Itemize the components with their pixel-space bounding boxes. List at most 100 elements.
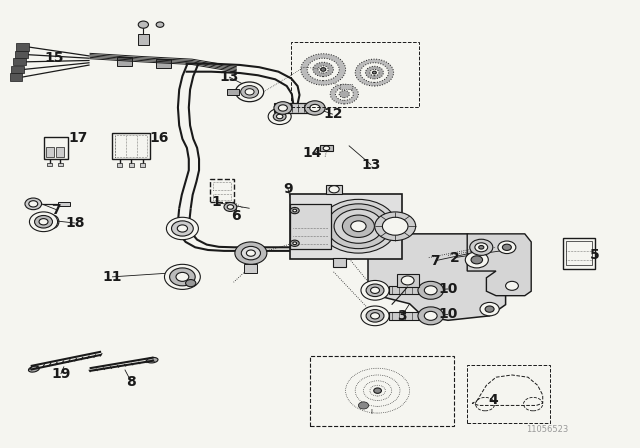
Bar — [210, 179, 234, 202]
Circle shape — [361, 306, 389, 326]
Circle shape — [268, 108, 291, 125]
Circle shape — [156, 22, 164, 27]
Bar — [563, 238, 595, 269]
Bar — [213, 182, 231, 190]
Bar — [290, 204, 332, 249]
Circle shape — [371, 287, 380, 293]
Text: 11: 11 — [102, 270, 122, 284]
Circle shape — [301, 54, 346, 85]
Bar — [244, 264, 257, 273]
Circle shape — [291, 240, 300, 246]
Polygon shape — [368, 234, 506, 320]
Circle shape — [291, 207, 300, 214]
Circle shape — [374, 388, 381, 393]
Text: 6: 6 — [230, 209, 241, 223]
Circle shape — [273, 112, 286, 121]
Circle shape — [329, 185, 339, 193]
Circle shape — [366, 310, 384, 322]
Circle shape — [370, 69, 379, 76]
Bar — [282, 103, 315, 113]
Bar — [11, 66, 24, 73]
Circle shape — [274, 102, 292, 114]
Circle shape — [383, 217, 408, 235]
Ellipse shape — [28, 366, 40, 372]
Circle shape — [293, 209, 297, 212]
Bar — [389, 286, 428, 294]
Circle shape — [241, 246, 260, 260]
Circle shape — [166, 217, 198, 240]
Circle shape — [138, 21, 148, 28]
Circle shape — [355, 59, 394, 86]
Circle shape — [307, 58, 339, 81]
Circle shape — [479, 246, 484, 249]
Text: 18: 18 — [66, 216, 85, 230]
Text: 8: 8 — [126, 375, 136, 389]
Circle shape — [29, 201, 38, 207]
Circle shape — [29, 212, 58, 232]
Circle shape — [227, 205, 234, 209]
Bar — [56, 147, 64, 157]
Text: 14: 14 — [303, 146, 322, 160]
Circle shape — [39, 219, 48, 225]
Bar — [16, 43, 29, 51]
Bar — [129, 163, 134, 167]
Circle shape — [172, 221, 193, 236]
Circle shape — [371, 313, 380, 319]
Circle shape — [360, 63, 388, 82]
Bar — [227, 89, 239, 95]
Circle shape — [358, 402, 369, 409]
Text: 17: 17 — [68, 131, 88, 145]
Circle shape — [320, 199, 397, 253]
Bar — [291, 42, 419, 107]
Text: 9: 9 — [283, 182, 293, 196]
Circle shape — [241, 86, 259, 98]
Circle shape — [365, 66, 383, 79]
Circle shape — [375, 212, 416, 241]
Bar — [566, 241, 592, 265]
Bar — [274, 103, 285, 112]
Circle shape — [236, 82, 264, 102]
Bar — [112, 133, 150, 159]
Circle shape — [372, 71, 376, 74]
Bar — [340, 84, 352, 89]
Circle shape — [176, 272, 189, 281]
Circle shape — [313, 62, 333, 77]
Polygon shape — [467, 234, 531, 296]
Circle shape — [224, 202, 237, 211]
Circle shape — [502, 244, 511, 250]
Text: 10: 10 — [438, 307, 458, 322]
Text: I: I — [370, 409, 372, 414]
Circle shape — [35, 215, 52, 228]
Text: 13: 13 — [220, 70, 239, 84]
Circle shape — [498, 241, 516, 254]
Text: 7: 7 — [51, 202, 61, 217]
Circle shape — [334, 209, 383, 243]
Circle shape — [323, 146, 330, 151]
Bar — [326, 185, 342, 194]
Circle shape — [480, 302, 499, 316]
Text: 13: 13 — [362, 158, 381, 172]
Circle shape — [418, 307, 444, 325]
Circle shape — [465, 252, 488, 268]
Circle shape — [506, 281, 518, 290]
Circle shape — [475, 243, 488, 252]
Ellipse shape — [147, 358, 158, 363]
Text: 10: 10 — [438, 282, 458, 296]
Circle shape — [235, 242, 267, 264]
Bar — [389, 312, 428, 320]
Circle shape — [305, 101, 325, 115]
Text: 11056523: 11056523 — [526, 425, 568, 434]
Bar — [44, 137, 68, 159]
Circle shape — [177, 225, 188, 232]
Bar — [13, 58, 26, 65]
Text: 4: 4 — [488, 392, 498, 407]
Bar — [140, 163, 145, 167]
Bar — [320, 145, 333, 151]
Circle shape — [424, 286, 437, 295]
Text: 16: 16 — [149, 131, 168, 145]
Bar — [213, 194, 231, 200]
Circle shape — [485, 306, 494, 312]
Circle shape — [326, 204, 390, 249]
Circle shape — [424, 311, 437, 320]
Text: 2: 2 — [449, 250, 460, 265]
